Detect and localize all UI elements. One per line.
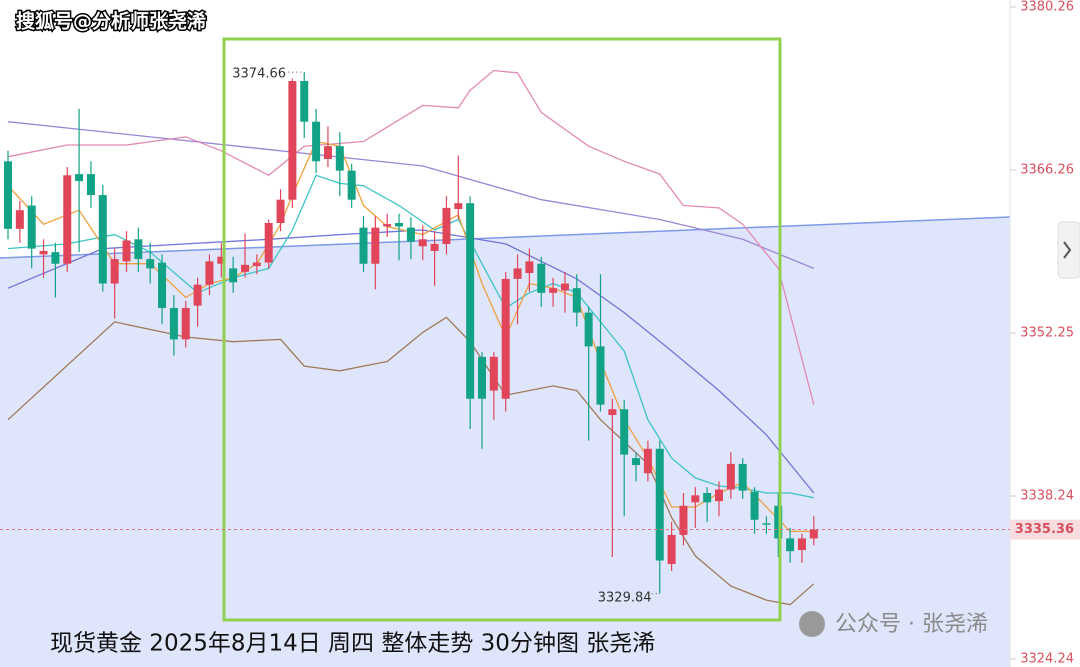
candle-body — [489, 356, 498, 391]
candle-body — [4, 161, 12, 229]
candle-body — [620, 409, 629, 455]
candle-body — [466, 203, 475, 399]
candle-body — [478, 356, 486, 399]
candle-body — [312, 121, 321, 162]
candle-body — [134, 239, 143, 260]
candle-body — [300, 81, 309, 122]
candle-body — [181, 307, 190, 340]
candle-body — [75, 174, 84, 182]
candle-body — [786, 538, 795, 552]
candle-body — [430, 243, 439, 251]
indicator-line — [7, 316, 815, 606]
candle-body — [63, 175, 72, 264]
highlight-box — [222, 37, 782, 622]
trend-line — [0, 216, 1011, 259]
candle-body — [217, 256, 226, 264]
candle-body — [406, 227, 415, 242]
candle-body — [643, 448, 652, 474]
candle-body — [632, 458, 641, 466]
indicator-line — [7, 69, 815, 405]
caption: 现货黄金 2025年8月14日 周四 整体走势 30分钟图 张尧浠 — [50, 631, 655, 657]
high-annotation: 3374.66 — [232, 67, 286, 82]
candle-body — [560, 283, 569, 291]
indicator-line — [7, 229, 815, 494]
source-badge: 公众号 · 张尧浠 — [799, 611, 988, 637]
candle-body — [122, 240, 131, 262]
candle-body — [442, 207, 451, 244]
trend-zone — [0, 217, 1010, 667]
candle-body — [762, 523, 771, 525]
indicator-line — [7, 121, 815, 270]
candle-body — [703, 493, 712, 503]
candle-body — [549, 288, 558, 293]
side-button[interactable] — [1057, 221, 1080, 279]
badge-icon — [799, 611, 825, 637]
low-annotation: 3329.84 — [598, 590, 652, 605]
y-tick-label: 3352.25 — [1020, 325, 1074, 340]
candle-body — [359, 227, 368, 264]
candle-body — [667, 534, 676, 564]
indicator-line — [7, 140, 814, 533]
candle-body — [584, 312, 593, 347]
candle-body — [596, 346, 605, 405]
candle-body — [513, 268, 522, 279]
candle-body — [797, 538, 806, 551]
candle-body — [454, 203, 463, 210]
candle-body — [371, 227, 380, 264]
candle-body — [750, 491, 759, 520]
candle-body — [169, 307, 178, 340]
y-tick-label: 3324.24 — [1020, 651, 1074, 666]
candle-layer — [4, 72, 818, 594]
candle-body — [679, 505, 688, 535]
candle-body — [193, 284, 202, 306]
candle-body — [264, 222, 273, 263]
candle-body — [347, 170, 356, 200]
candle-body — [418, 239, 427, 247]
candle-body — [205, 261, 214, 285]
candle-body — [15, 210, 24, 229]
candle-body — [229, 268, 238, 283]
candle-body — [501, 278, 510, 399]
candle-body — [809, 529, 818, 539]
candle-body — [98, 195, 107, 284]
watermark: 搜狐号@分析师张尧浠 — [16, 10, 206, 33]
candle-body — [383, 224, 392, 227]
candle-body — [335, 146, 344, 171]
candle-body — [288, 81, 297, 200]
candle-body — [51, 252, 60, 264]
candle-body — [86, 174, 95, 196]
last-price-label: 3335.36 — [1015, 522, 1074, 537]
candle-body — [39, 250, 48, 255]
candle-body — [158, 262, 167, 308]
candle-body — [525, 261, 534, 274]
y-tick-label: 3380.26 — [1020, 0, 1074, 14]
candle-body — [110, 259, 119, 284]
candle-body — [726, 463, 735, 490]
last-price-box — [1010, 519, 1080, 540]
candle-body — [241, 264, 249, 272]
candle-body — [608, 409, 617, 416]
price-axis-panel — [1010, 0, 1080, 667]
candle-body — [738, 463, 747, 491]
indicator-layer — [7, 69, 815, 606]
candle-body — [146, 259, 155, 269]
candle-body — [715, 489, 723, 502]
candle-body — [572, 288, 581, 313]
candle-body — [774, 505, 783, 539]
candle-body — [537, 263, 546, 293]
candle-body — [276, 199, 285, 223]
candle-body — [252, 262, 261, 267]
indicator-line — [7, 174, 814, 499]
side-button-arrow[interactable] — [1063, 241, 1072, 259]
candle-body — [323, 146, 332, 159]
y-tick-label: 3366.26 — [1020, 162, 1074, 177]
candle-body — [27, 205, 36, 249]
candle-body — [395, 222, 404, 227]
source-text: 公众号 · 张尧浠 — [835, 612, 988, 637]
candle-body — [655, 448, 664, 561]
candle-body — [691, 495, 700, 503]
y-tick-label: 3338.24 — [1020, 489, 1074, 504]
